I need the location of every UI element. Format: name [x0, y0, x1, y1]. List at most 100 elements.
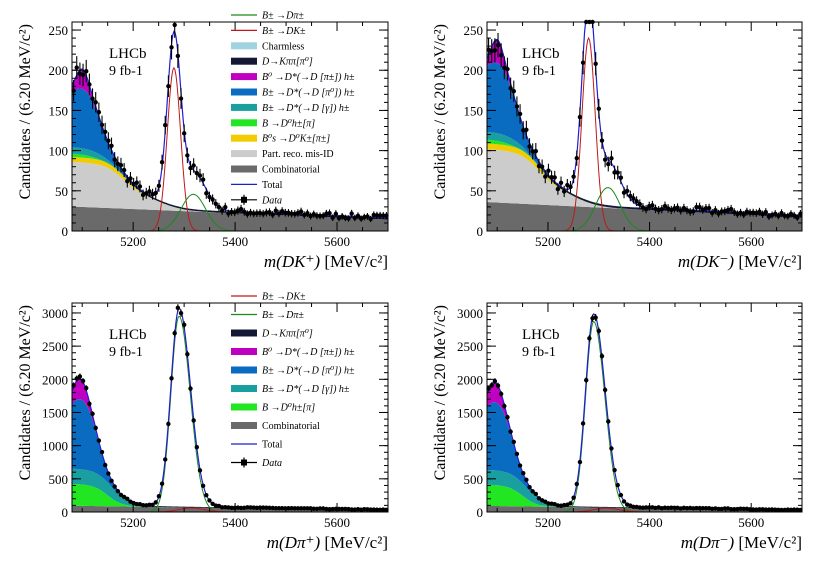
data-point [732, 507, 737, 512]
data-point [596, 106, 602, 111]
data-point [352, 507, 358, 512]
legend-entry: D→Kππ[π⁰] [261, 57, 313, 68]
panel-top-right: 0 50 100 150 200 250 5200 5400 5600 Candidates / … [432, 19, 803, 271]
data-point [773, 211, 778, 217]
data-point [172, 22, 177, 28]
legend-entry: Part. reco. mis-ID [262, 149, 334, 160]
data-point [615, 482, 620, 488]
x-axis-label-variable: m(DK⁺) [264, 252, 321, 271]
data-point [543, 174, 548, 179]
data-point [84, 69, 89, 74]
legend-swatch-charmless [231, 42, 257, 50]
data-point [248, 505, 253, 510]
data-point [339, 506, 345, 512]
component-combinatorial [487, 202, 802, 231]
x-axis-label: m(Dπ⁺) [MeV/c²] [267, 533, 388, 552]
data-point [371, 507, 376, 512]
x-tick-label: 5600 [738, 515, 764, 530]
data-point [381, 507, 386, 512]
data-point [703, 206, 709, 211]
data-point [368, 507, 373, 512]
y-tick-label: 100 [464, 144, 484, 159]
data-point [694, 204, 699, 210]
data-point [703, 505, 709, 511]
experiment-label: LHCb [522, 327, 560, 343]
data-point [495, 43, 501, 48]
x-tick-label: 5400 [222, 515, 248, 530]
data-point [121, 167, 127, 173]
data-points [71, 22, 389, 223]
data-point [779, 210, 784, 216]
data-point [242, 209, 247, 214]
y-tick-label: 1000 [42, 439, 68, 454]
data-point [295, 506, 301, 511]
data-point [175, 53, 181, 59]
data-point [273, 208, 279, 213]
x-axis-label: m(DK⁺) [MeV/c²] [264, 252, 388, 271]
data-point [270, 505, 275, 511]
data-point [650, 203, 655, 208]
data-point [210, 197, 215, 202]
legend-entry: B⁰ →D*(→D [π±]) h± [262, 72, 355, 83]
data-point [769, 507, 775, 512]
data-point [675, 205, 680, 210]
data-point [298, 209, 304, 214]
legend-swatch-combinatorial [231, 165, 257, 173]
data-point [84, 385, 89, 391]
data-point [245, 505, 250, 510]
data-point [336, 506, 342, 512]
data-point [213, 201, 218, 206]
data-point [747, 210, 753, 215]
data-point [561, 502, 567, 508]
data-point [571, 174, 576, 179]
data-point [728, 506, 734, 512]
data-point [741, 212, 746, 217]
data-point [533, 148, 539, 154]
data-point [207, 194, 212, 200]
stacked-components [72, 69, 388, 231]
data-point [267, 505, 272, 511]
data-point [706, 205, 712, 211]
legend-entry: B⁰ →D*(→D [π±]) h± [262, 347, 355, 358]
data-point [260, 505, 266, 510]
x-tick-label: 5400 [637, 234, 663, 249]
data-point [631, 196, 636, 201]
data-point [754, 507, 759, 512]
legend-swatch-d0h [231, 119, 257, 127]
legend-entry: Total [262, 440, 283, 451]
data-point [90, 96, 95, 101]
data-point [511, 439, 516, 445]
legend-entry: B⁰s →D⁰K±[π±] [262, 134, 330, 145]
data-point [96, 110, 102, 115]
legend-swatch-dstar_gamma [231, 385, 257, 392]
data-point [197, 173, 203, 178]
data-point [710, 210, 715, 216]
data-point [178, 310, 184, 316]
x-axis-label-variable: m(DK⁻) [678, 252, 735, 271]
legend-swatch-combinatorial [231, 422, 257, 429]
data-point [508, 86, 513, 91]
data-point [118, 492, 124, 498]
data-point [191, 418, 196, 423]
data-point [577, 459, 583, 465]
data-point [365, 507, 370, 512]
data-point [574, 481, 579, 487]
data-point [741, 506, 746, 511]
y-tick-label: 1500 [457, 405, 483, 420]
data-point [159, 481, 165, 486]
data-point [178, 96, 184, 101]
data-point [254, 211, 260, 216]
data-point [251, 505, 256, 510]
legend-swatch-data-marker [241, 196, 247, 203]
legend-entry: Combinatorial [262, 165, 320, 176]
legend-swatch-dstar_pi0 [231, 88, 257, 96]
x-axis-label-variable: m(Dπ⁻) [681, 533, 735, 552]
data-point [681, 205, 687, 211]
legend-entry: B± →D*(→D [π⁰]) h± [262, 366, 355, 377]
x-axis-label-variable: m(Dπ⁺) [267, 533, 321, 552]
data-point [166, 421, 171, 427]
data-point [125, 178, 130, 184]
data-point [738, 506, 743, 511]
data-point [317, 213, 323, 219]
legend-swatch-dstar_pi0 [231, 366, 257, 374]
